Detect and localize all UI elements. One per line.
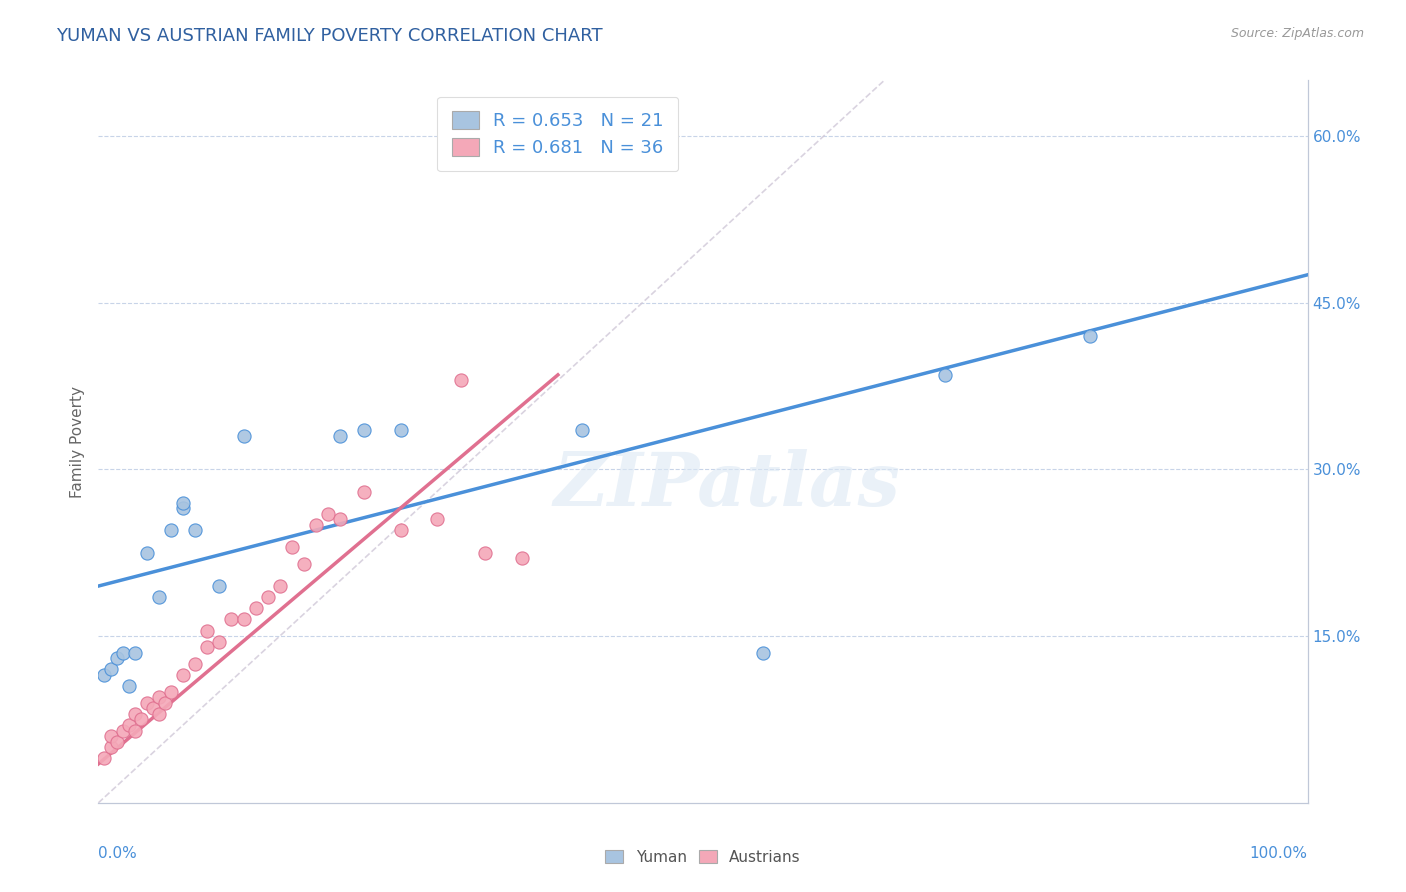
Point — [148, 690, 170, 705]
Point — [100, 662, 122, 676]
Point — [510, 551, 533, 566]
Point — [148, 590, 170, 604]
Point — [142, 701, 165, 715]
Point — [426, 512, 449, 526]
Point — [281, 540, 304, 554]
Point — [160, 684, 183, 698]
Point — [124, 646, 146, 660]
Point — [93, 751, 115, 765]
Point — [124, 706, 146, 721]
Point — [232, 612, 254, 626]
Point — [450, 373, 472, 387]
Point — [93, 668, 115, 682]
Point — [105, 651, 128, 665]
Point — [221, 612, 243, 626]
Point — [172, 501, 194, 516]
Point — [389, 524, 412, 538]
Point — [153, 696, 176, 710]
Point — [172, 496, 194, 510]
Text: 0.0%: 0.0% — [98, 847, 138, 861]
Point — [208, 579, 231, 593]
Point — [305, 517, 328, 532]
Point — [135, 696, 157, 710]
Point — [269, 579, 291, 593]
Point — [184, 524, 207, 538]
Point — [329, 512, 352, 526]
Point — [208, 634, 231, 648]
Point — [105, 734, 128, 748]
Legend: Yuman, Austrians: Yuman, Austrians — [599, 844, 807, 871]
Point — [100, 729, 122, 743]
Point — [1078, 329, 1101, 343]
Point — [118, 718, 141, 732]
Point — [160, 524, 183, 538]
Point — [111, 723, 134, 738]
Point — [232, 429, 254, 443]
Point — [353, 424, 375, 438]
Y-axis label: Family Poverty: Family Poverty — [70, 385, 86, 498]
Point — [292, 557, 315, 571]
Point — [148, 706, 170, 721]
Point — [129, 713, 152, 727]
Point — [172, 668, 194, 682]
Point — [245, 601, 267, 615]
Point — [195, 640, 218, 655]
Point — [934, 368, 956, 382]
Point — [135, 546, 157, 560]
Point — [474, 546, 496, 560]
Text: Source: ZipAtlas.com: Source: ZipAtlas.com — [1230, 27, 1364, 40]
Text: YUMAN VS AUSTRIAN FAMILY POVERTY CORRELATION CHART: YUMAN VS AUSTRIAN FAMILY POVERTY CORRELA… — [56, 27, 603, 45]
Point — [571, 424, 593, 438]
Point — [389, 424, 412, 438]
Point — [184, 657, 207, 671]
Point — [329, 429, 352, 443]
Point — [195, 624, 218, 638]
Point — [752, 646, 775, 660]
Point — [316, 507, 339, 521]
Point — [100, 740, 122, 755]
Point — [118, 679, 141, 693]
Point — [256, 590, 278, 604]
Point — [111, 646, 134, 660]
Text: ZIPatlas: ZIPatlas — [554, 449, 901, 521]
Point — [353, 484, 375, 499]
Text: 100.0%: 100.0% — [1250, 847, 1308, 861]
Point — [124, 723, 146, 738]
Legend: R = 0.653   N = 21, R = 0.681   N = 36: R = 0.653 N = 21, R = 0.681 N = 36 — [437, 96, 678, 171]
